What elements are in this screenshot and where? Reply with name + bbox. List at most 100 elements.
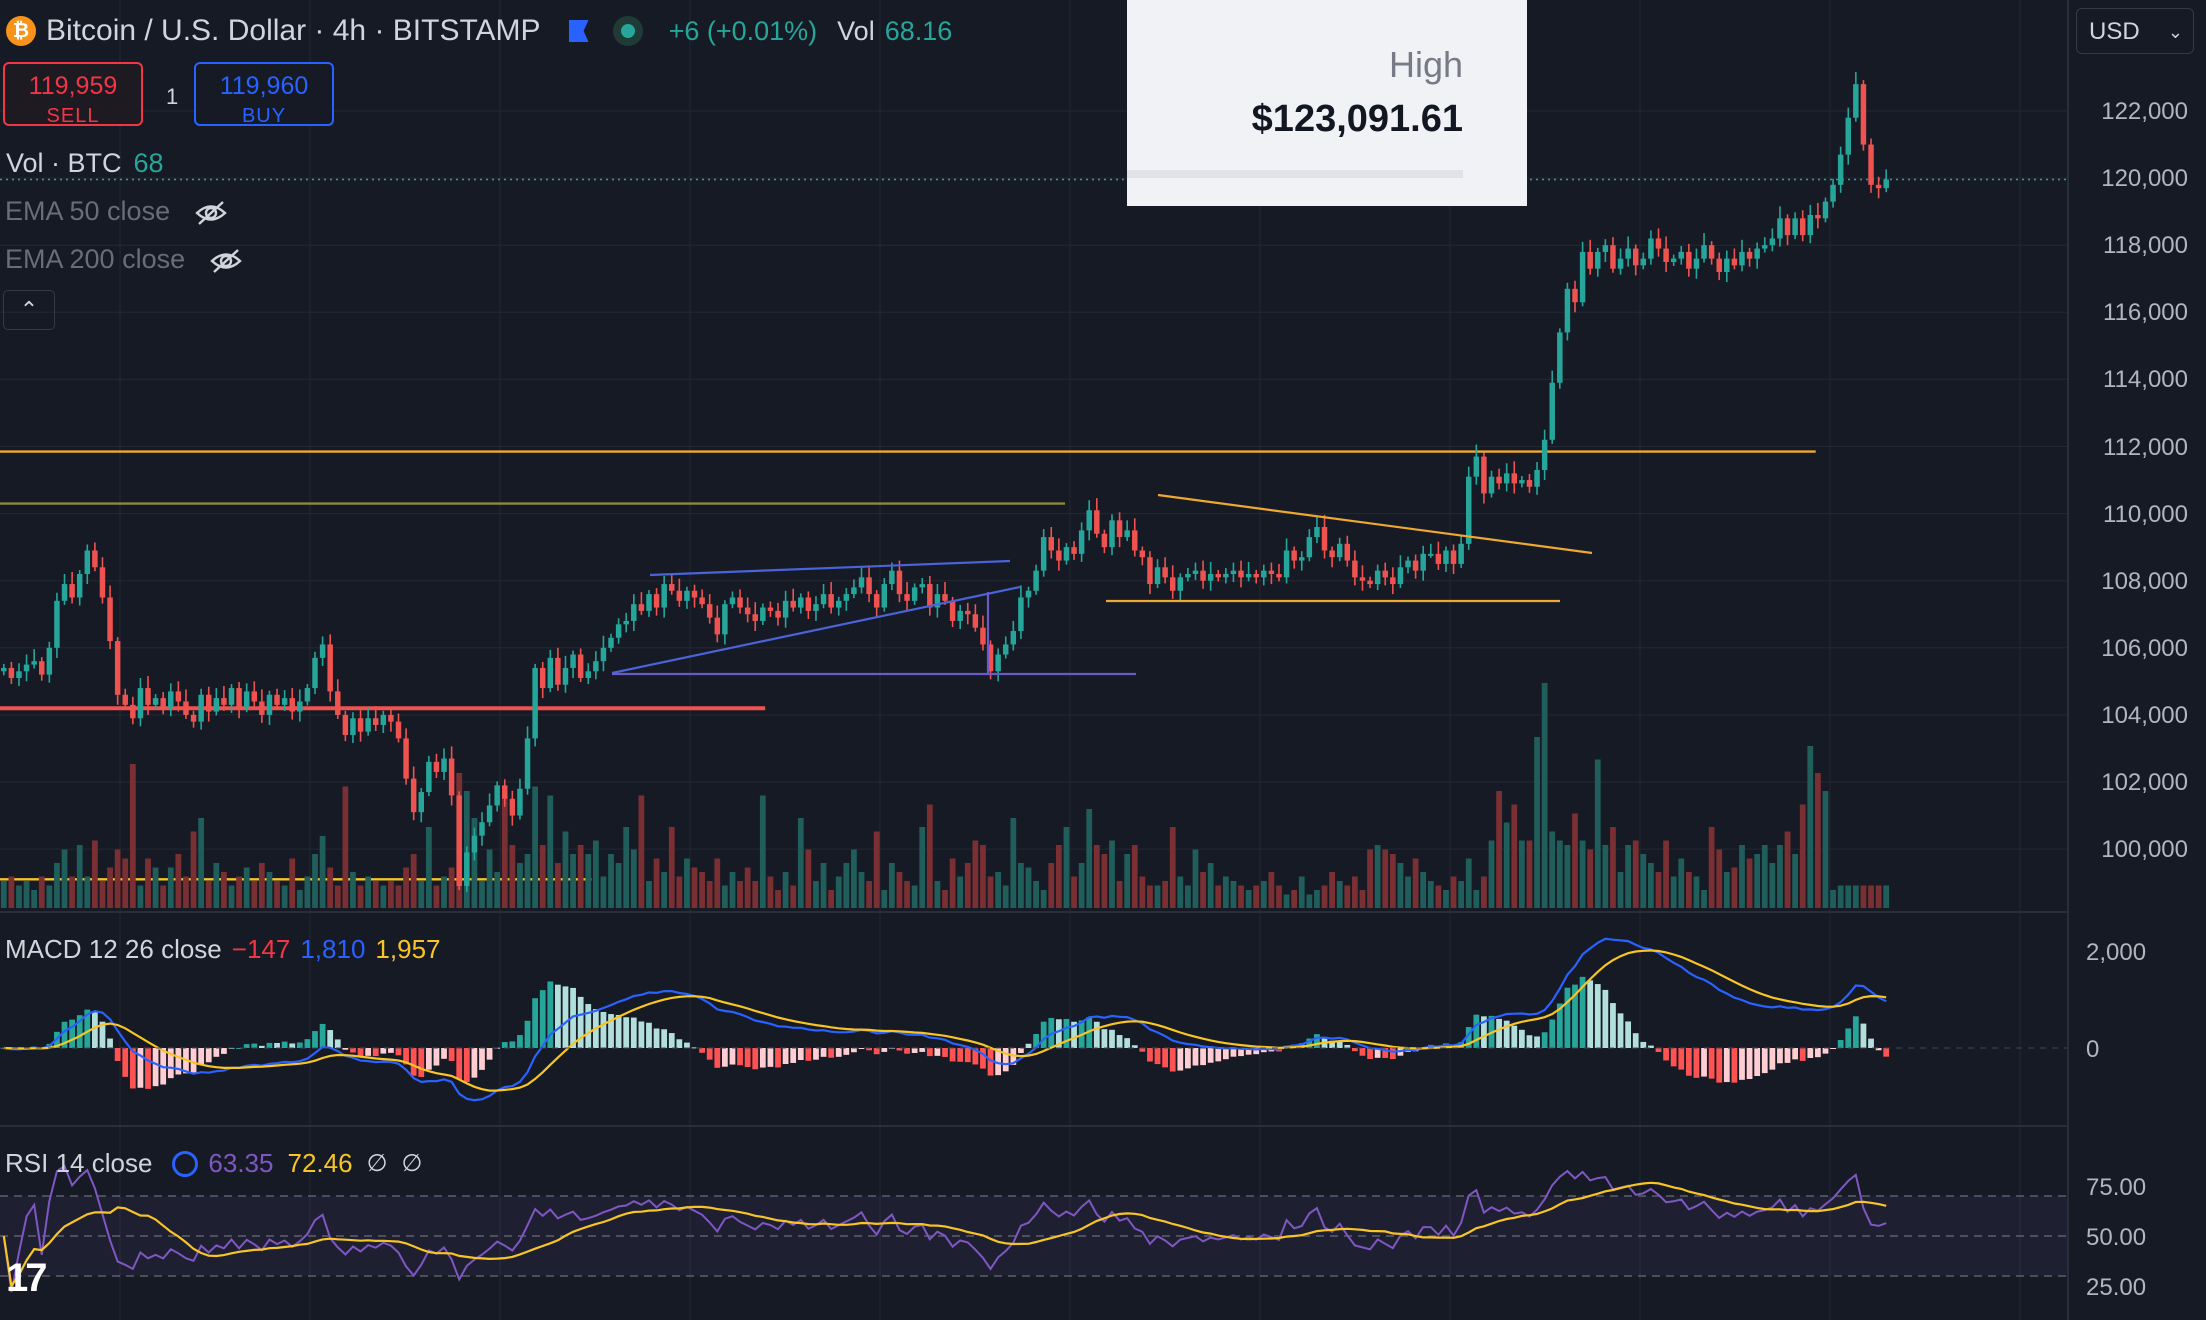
volume-bar: [403, 867, 409, 908]
volume-bar: [1101, 854, 1108, 908]
collapse-legend-button[interactable]: ⌃: [3, 290, 55, 330]
candle-body: [1663, 248, 1669, 262]
volume-bar: [1822, 791, 1829, 908]
candle-body: [1177, 577, 1184, 591]
candle-body: [1557, 332, 1563, 383]
macd-histogram-bar: [608, 1014, 614, 1048]
candle-body: [395, 721, 402, 739]
ema200-legend[interactable]: EMA 200 close: [5, 246, 243, 274]
ema50-legend[interactable]: EMA 50 close: [5, 198, 228, 226]
candle-body: [1192, 570, 1199, 574]
price-axis-label: 102,000: [2101, 769, 2188, 796]
candle-body: [798, 597, 804, 608]
price-axis-label: 108,000: [2101, 567, 2188, 595]
rsi-empty-value-1: ∅: [366, 1150, 388, 1177]
candle-body: [532, 667, 538, 739]
candle-body: [1541, 439, 1548, 470]
candle-body: [145, 688, 151, 705]
volume-value: 68.16: [884, 15, 953, 46]
macd-histogram-bar: [919, 1048, 926, 1052]
price-axis-label: 114,000: [2103, 366, 2188, 394]
macd-histogram-bar: [1177, 1048, 1184, 1071]
candle-body: [1321, 527, 1328, 551]
macd-legend[interactable]: MACD 12 26 close −147 1,810 1,957: [5, 934, 441, 965]
volume-bar: [395, 885, 402, 908]
macd-histogram-bar: [350, 1048, 356, 1053]
macd-histogram-bar: [1625, 1021, 1632, 1048]
sell-button[interactable]: 119,959 SELL: [3, 62, 143, 127]
candle-body: [699, 597, 705, 605]
eye-hidden-icon[interactable]: [194, 200, 228, 226]
flag-icon[interactable]: [568, 20, 589, 42]
tradingview-logo[interactable]: 17: [6, 1256, 47, 1300]
volume-bar: [1329, 872, 1335, 908]
macd-histogram-bar: [1655, 1048, 1662, 1052]
macd-histogram-bar: [198, 1048, 205, 1065]
eye-hidden-icon[interactable]: [209, 248, 243, 274]
macd-histogram-bar: [1685, 1048, 1692, 1076]
macd-histogram-bar: [1093, 1021, 1100, 1048]
volume-bar: [1055, 845, 1062, 908]
macd-histogram-bar: [167, 1048, 174, 1079]
macd-signal-line: [3, 949, 1887, 1092]
rsi-axis-label: 25.00: [2086, 1274, 2146, 1301]
macd-histogram-bar: [775, 1048, 781, 1068]
volume-bar: [623, 827, 630, 908]
symbol-title[interactable]: Bitcoin / U.S. Dollar · 4h · BITSTAMP: [46, 14, 541, 47]
volume-bar: [676, 876, 683, 908]
candle-body: [517, 788, 523, 816]
candle-body: [1253, 573, 1259, 578]
macd-pane: 2,000 0: [0, 937, 2146, 1102]
volume-bar: [1731, 867, 1738, 908]
macd-histogram-bar: [851, 1048, 857, 1053]
candle-body: [426, 761, 432, 793]
candle-body: [312, 657, 318, 689]
macd-histogram-bar: [964, 1048, 971, 1063]
volume-bar: [1739, 845, 1745, 908]
volume-bar: [365, 876, 372, 908]
volume-bar: [1450, 876, 1457, 908]
volume-bar: [16, 885, 22, 908]
volume-bar: [1837, 885, 1844, 908]
macd-histogram-bar: [744, 1048, 751, 1068]
macd-histogram-bar: [1185, 1048, 1191, 1069]
volume-bar: [744, 867, 751, 908]
volume-bar: [1602, 845, 1609, 908]
volume-bar: [782, 872, 789, 908]
macd-histogram-bar: [175, 1048, 182, 1075]
candle-body: [1534, 469, 1540, 487]
volume-bar: [243, 867, 250, 908]
macd-histogram-bar: [61, 1021, 68, 1048]
currency-select[interactable]: USD ⌄: [2076, 8, 2194, 54]
candle-body: [1799, 218, 1806, 236]
candle-body: [16, 671, 22, 678]
rsi-legend[interactable]: RSI 14 close 63.35 72.46 ∅ ∅: [5, 1148, 422, 1179]
volume-bar: [957, 876, 964, 908]
volume-bar: [592, 840, 599, 908]
volume-bar: [1025, 867, 1032, 908]
volume-bar: [327, 867, 334, 908]
macd-histogram-bar: [646, 1022, 652, 1048]
volume-bar: [615, 863, 622, 908]
candle-body: [1185, 573, 1191, 578]
candle-body: [714, 617, 721, 635]
candle-body: [23, 664, 30, 672]
volume-bar: [1093, 845, 1100, 908]
macd-histogram-bar: [1632, 1033, 1639, 1048]
volume-bar: [646, 881, 652, 908]
volume-legend[interactable]: Vol · BTC 68: [6, 150, 164, 177]
macd-histogram-bar: [1169, 1048, 1176, 1072]
candle-body: [190, 714, 197, 722]
volume-bar: [1314, 890, 1320, 908]
volume-bar: [1556, 840, 1563, 908]
macd-histogram-bar: [980, 1048, 986, 1069]
buy-button[interactable]: 119,960 BUY: [194, 62, 334, 127]
macd-histogram-bar: [1511, 1025, 1518, 1048]
macd-histogram-bar: [319, 1023, 326, 1048]
candle-body: [1207, 573, 1214, 581]
candle-body: [1306, 537, 1313, 558]
macd-histogram-bar: [137, 1048, 144, 1088]
volume-bar: [1306, 894, 1313, 908]
candle-body: [213, 698, 220, 712]
